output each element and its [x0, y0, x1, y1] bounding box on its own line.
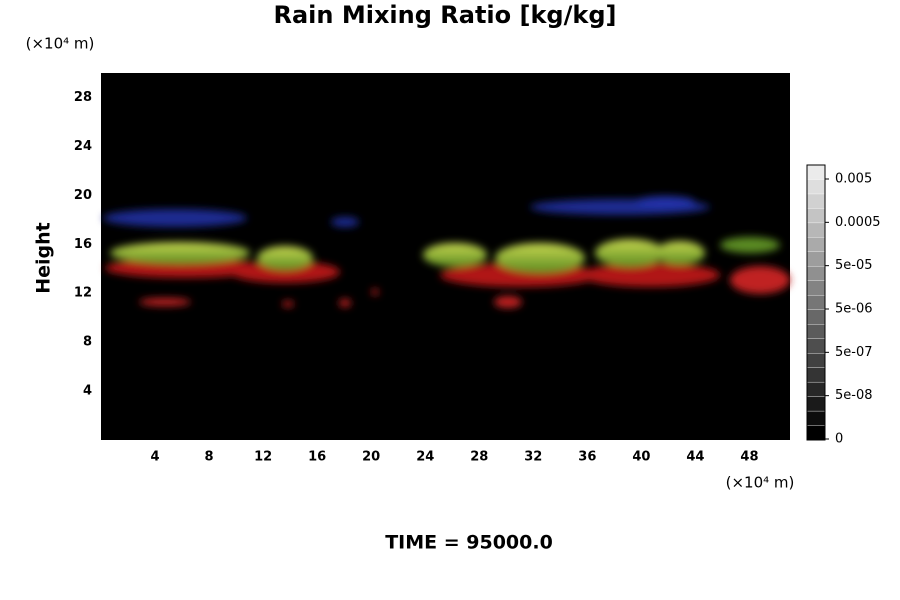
colorbar-step — [806, 193, 826, 209]
colorbar-step — [806, 324, 826, 339]
x-tick-label: 4 — [151, 450, 160, 465]
y-tick-label: 20 — [74, 188, 92, 203]
colorbar-step — [806, 425, 826, 441]
y-unit: (×10⁴ m) — [26, 35, 95, 53]
footer: TIME = 95000.0 — [385, 532, 553, 554]
x-tick-label: 48 — [740, 450, 758, 465]
colorbar-tick-label: 5e-06 — [835, 302, 873, 317]
colorbar-tick-label: 0 — [835, 432, 843, 447]
colorbar-tick-label: 5e-08 — [835, 388, 873, 403]
y-tick-label: 4 — [83, 384, 92, 399]
colorbar-step — [806, 266, 826, 281]
colorbar-step — [806, 381, 826, 397]
colorbar-step — [806, 280, 826, 296]
y-label: Height — [33, 222, 55, 294]
x-tick-label: 8 — [205, 450, 214, 465]
colorbar-step — [806, 309, 826, 325]
colorbar-tick-label: 0.005 — [835, 172, 872, 187]
y-tick-label: 16 — [74, 237, 92, 252]
colorbar-tick-label: 5e-05 — [835, 258, 873, 273]
x-tick-label: 12 — [254, 450, 272, 465]
colorbar-frame — [806, 164, 826, 441]
colorbar-step — [806, 208, 826, 224]
x-tick-label: 44 — [686, 450, 704, 465]
x-unit: (×10⁴ m) — [726, 474, 795, 492]
y-tick-label: 24 — [74, 139, 92, 154]
colorbar-tick-label: 5e-07 — [835, 345, 873, 360]
y-tick-label: 8 — [83, 335, 92, 350]
chart-title: Rain Mixing Ratio [kg/kg] — [274, 1, 617, 29]
colorbar-step — [806, 164, 826, 180]
colorbar-step — [806, 222, 826, 238]
x-tick-label: 40 — [632, 450, 650, 465]
x-tick-label: 20 — [362, 450, 380, 465]
colorbar-step — [806, 410, 826, 426]
colorbar-step — [806, 251, 826, 267]
colorbar: 0 5e-08 5e-07 5e-06 5e-05 0.0005 0.005 — [806, 164, 881, 447]
x-tick-label: 16 — [308, 450, 326, 465]
x-tick-label: 32 — [524, 450, 542, 465]
colorbar-step — [806, 295, 826, 310]
x-tick-label: 28 — [470, 450, 488, 465]
y-tick-label: 12 — [74, 286, 92, 301]
colorbar-step — [806, 367, 826, 383]
colorbar-step — [806, 179, 826, 195]
colorbar-step — [806, 396, 826, 412]
colorbar-step — [806, 237, 826, 252]
colorbar-tick-label: 0.0005 — [835, 215, 881, 230]
x-tick-label: 24 — [416, 450, 434, 465]
colorbar-step — [806, 338, 826, 354]
colorbar-step — [806, 353, 826, 368]
volume-render — [103, 196, 790, 308]
x-tick-label: 36 — [578, 450, 596, 465]
y-tick-label: 28 — [74, 90, 92, 105]
